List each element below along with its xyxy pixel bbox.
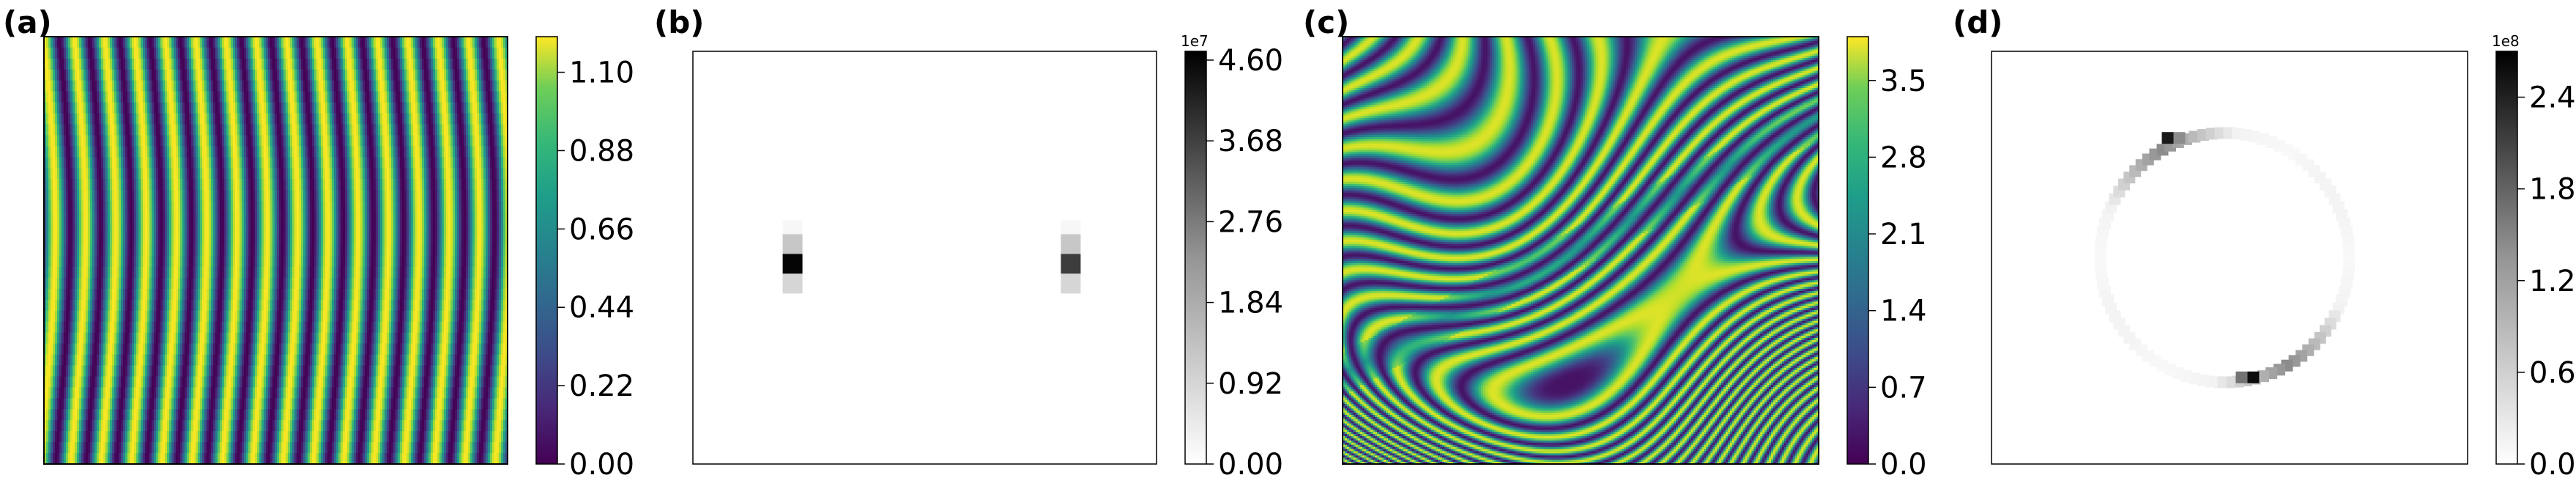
panel-a-label: (a) xyxy=(3,4,52,40)
panel-a: (a) 0.000.220.440.660.881.10 xyxy=(3,4,634,482)
heatmap-a xyxy=(44,37,508,465)
